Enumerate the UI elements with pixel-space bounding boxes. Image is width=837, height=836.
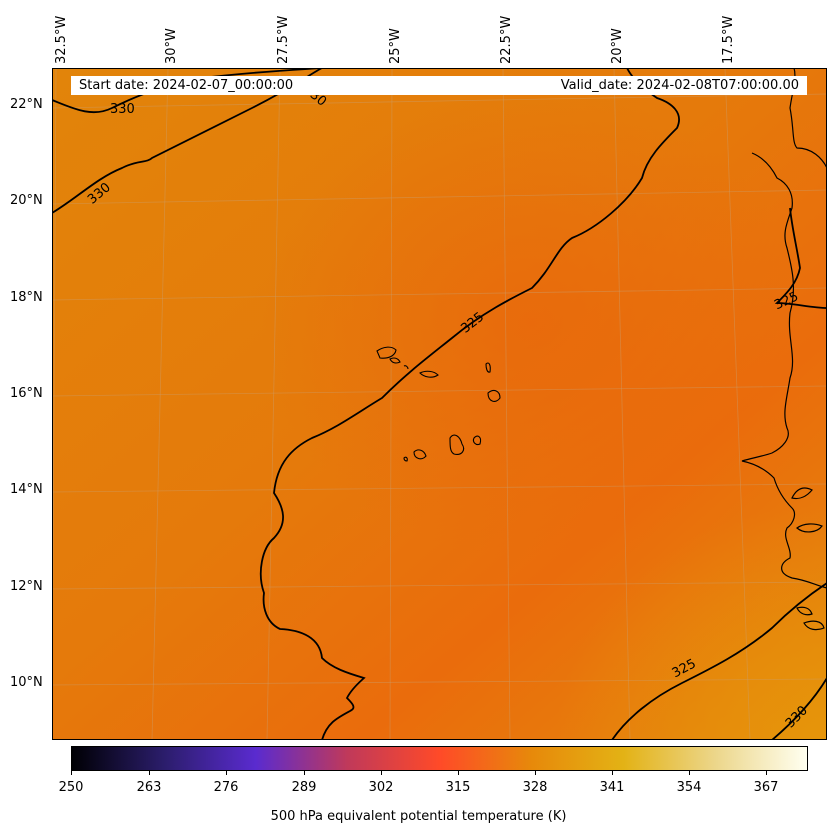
island-sao-vicente (389, 357, 401, 364)
colorbar-label-276: 276 (213, 780, 239, 795)
island-santo-antao (376, 346, 397, 359)
lat-label-20n: 20°N (10, 193, 43, 208)
lon-label-30w: 30°W (164, 28, 179, 64)
colorbar-label-289: 289 (291, 780, 317, 795)
colorbar-tick (71, 771, 72, 775)
colorbar-label-315: 315 (445, 780, 471, 795)
cape-verde-islands (376, 346, 501, 462)
island-santa-luzia (403, 365, 409, 370)
lat-label-14n: 14°N (10, 482, 43, 497)
colorbar-label-354: 354 (676, 780, 702, 795)
island-sal (485, 362, 491, 373)
colorbar-tick (535, 771, 536, 775)
colorbar-tick (226, 771, 227, 775)
lon-label-20w: 20°W (610, 28, 625, 64)
lon-label-27-5w: 27.5°W (276, 15, 291, 64)
valid-date-label: Valid_date: 2024-02-08T07:00:00.00 (560, 78, 799, 93)
contour-325-right (774, 207, 827, 309)
lon-label-32-5w: 32.5°W (54, 15, 69, 64)
colorbar-label-328: 328 (522, 780, 548, 795)
lat-label-22n: 22°N (10, 97, 43, 112)
colorbar-tick (304, 771, 305, 775)
island-maio (472, 435, 482, 446)
lon-label-17-5w: 17.5°W (721, 15, 736, 64)
map-frame (52, 68, 827, 740)
colorbar-tick (458, 771, 459, 775)
island-fogo (413, 449, 427, 460)
colorbar-label-250: 250 (58, 780, 84, 795)
lat-label-10n: 10°N (10, 675, 43, 690)
island-brava (403, 456, 408, 462)
graticule (52, 68, 827, 740)
colorbar (71, 746, 808, 771)
lat-label-12n: 12°N (10, 579, 43, 594)
lon-label-22-5w: 22.5°W (499, 15, 514, 64)
lon-label-25w: 25°W (388, 28, 403, 64)
island-sao-nicolau (419, 370, 439, 378)
colorbar-tick (612, 771, 613, 775)
island-boa-vista (487, 389, 501, 402)
island-santiago (449, 434, 465, 455)
map-canvas: 330 330 330 325 325 325 330 (52, 68, 827, 740)
colorbar-tick (689, 771, 690, 775)
colorbar-tick (766, 771, 767, 775)
contour-label-330-a: 330 (110, 102, 135, 117)
colorbar-tick (381, 771, 382, 775)
contour-325-bottom (611, 582, 827, 740)
lat-label-18n: 18°N (10, 290, 43, 305)
colorbar-title: 500 hPa equivalent potential temperature… (270, 809, 567, 824)
colorbar-tick (149, 771, 150, 775)
colorbar-label-302: 302 (368, 780, 394, 795)
colorbar-label-341: 341 (599, 780, 625, 795)
contour-330-bottom-right (771, 677, 827, 740)
contour-325-main (260, 68, 680, 740)
start-date-label: Start date: 2024-02-07_00:00:00 (79, 78, 294, 93)
colorbar-label-367: 367 (753, 780, 779, 795)
date-header: Start date: 2024-02-07_00:00:00 Valid_da… (71, 76, 807, 95)
lat-label-16n: 16°N (10, 386, 43, 401)
colorbar-label-263: 263 (136, 780, 162, 795)
